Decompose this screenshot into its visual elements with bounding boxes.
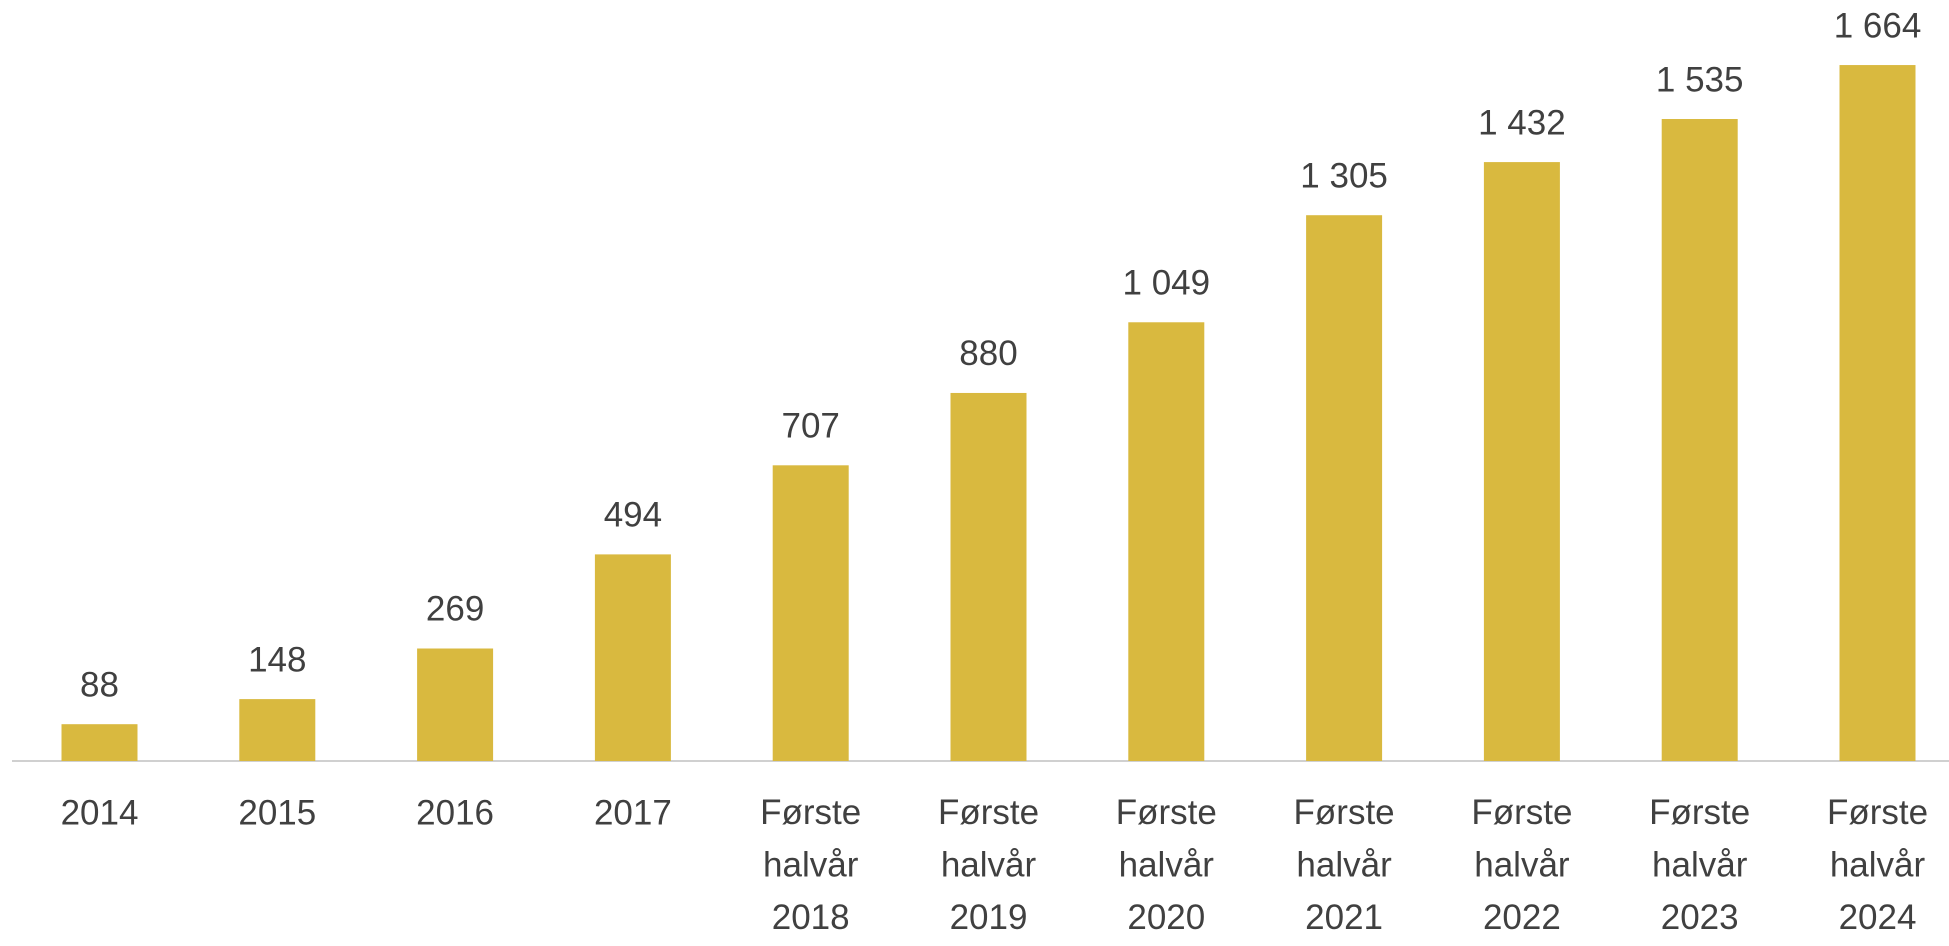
bar	[1839, 65, 1916, 762]
bar	[950, 392, 1027, 761]
bar	[417, 648, 494, 761]
x-tick-label: Første halvår 2022	[1471, 793, 1572, 937]
x-tick-label: 2014	[61, 793, 139, 832]
bar	[239, 699, 316, 761]
bar	[1128, 322, 1205, 761]
x-tick-label: Første halvår 2020	[1116, 793, 1217, 937]
value-label: 1 432	[1478, 103, 1566, 142]
value-label: 88	[80, 665, 119, 704]
value-label: 1 535	[1656, 60, 1744, 99]
x-tick-label: Første halvår 2019	[938, 793, 1039, 937]
value-label: 880	[959, 334, 1017, 373]
bar	[1306, 215, 1383, 761]
value-label: 1 305	[1300, 156, 1388, 195]
x-tick-label: 2016	[416, 793, 494, 832]
bar	[1661, 119, 1738, 761]
value-label: 1 664	[1834, 6, 1922, 45]
value-label: 1 049	[1123, 264, 1211, 303]
bar	[61, 724, 138, 761]
x-tick-label: Første halvår 2023	[1649, 793, 1750, 937]
x-tick-label: 2017	[594, 793, 672, 832]
bar	[1483, 162, 1560, 762]
value-label: 269	[426, 590, 484, 629]
bar	[594, 554, 671, 761]
value-label: 494	[604, 496, 662, 535]
x-tick-label: Første halvår 2021	[1294, 793, 1395, 937]
value-label: 707	[781, 407, 839, 446]
value-label: 148	[248, 640, 306, 679]
x-tick-label: Første halvår 2018	[760, 793, 861, 937]
bar	[772, 465, 849, 761]
x-tick-label: Første halvår 2024	[1827, 793, 1928, 937]
x-tick-label: 2015	[238, 793, 316, 832]
